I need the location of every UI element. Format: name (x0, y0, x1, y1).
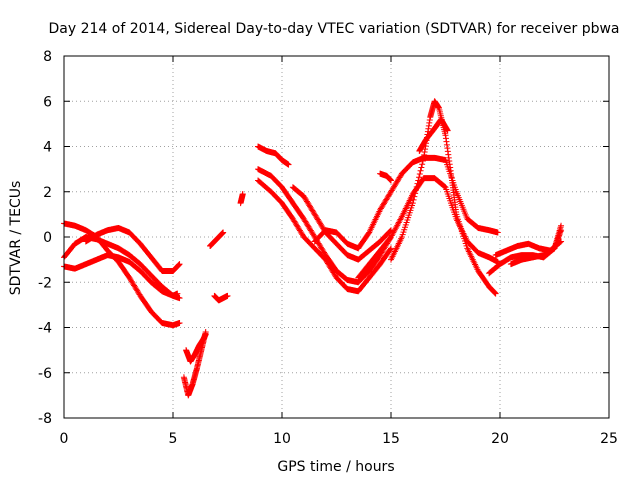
y-tick-label: 6 (43, 94, 52, 110)
data-series-track-q (388, 98, 499, 297)
y-tick-label: 2 (43, 185, 52, 201)
data-point-markers (255, 177, 394, 295)
data-point-markers (61, 252, 181, 299)
data-point-markers (183, 331, 209, 365)
data-series-track-n (311, 154, 501, 252)
y-tick-label: -6 (38, 366, 52, 382)
data-point-markers (388, 98, 499, 297)
y-axis-label: SDTVAR / TECUs (8, 181, 24, 296)
data-series-track-i (237, 191, 246, 207)
data-series-track-u (507, 222, 565, 268)
data-point-markers (416, 116, 451, 155)
x-tick-label: 25 (600, 431, 618, 447)
x-tick-label: 20 (491, 431, 509, 447)
x-tick-label: 10 (273, 431, 291, 447)
data-point-markers (237, 191, 246, 207)
x-axis-label: GPS time / hours (277, 459, 394, 475)
y-tick-label: -4 (38, 321, 52, 337)
x-tick-label: 0 (60, 431, 69, 447)
data-series-track-c (61, 252, 181, 299)
data-point-markers (507, 222, 565, 268)
y-tick-label: -8 (38, 411, 52, 427)
data-series-track-p (377, 170, 394, 184)
x-tick-label: 5 (169, 431, 178, 447)
data-series-track-g (207, 229, 227, 250)
chart-title: Day 214 of 2014, Sidereal Day-to-day VTE… (48, 21, 619, 37)
grid-lines (64, 56, 609, 418)
data-series-track-l (255, 166, 394, 286)
x-tick-label: 15 (382, 431, 400, 447)
data-series-track-k (255, 177, 394, 295)
data-point-markers (207, 229, 227, 250)
data-series-track-d (82, 224, 183, 274)
data-series-track-j (255, 143, 292, 168)
data-point-markers (377, 170, 394, 184)
y-tick-label: -2 (38, 275, 52, 291)
y-tick-label: 4 (43, 140, 52, 156)
y-tick-label: 8 (43, 49, 52, 65)
data-point-markers (82, 224, 183, 274)
data-point-markers (255, 143, 292, 168)
y-tick-label: 0 (43, 230, 52, 246)
data-series-track-f (183, 331, 209, 365)
axis-ticks: 0 5 10 15 20 25 -8 -6 -4 -2 0 2 4 6 8 (38, 49, 618, 447)
data-point-markers (255, 166, 394, 286)
data-series-track-h (211, 292, 231, 304)
data-point-markers (211, 292, 231, 304)
data-series-track-r (416, 116, 451, 155)
data-points (61, 98, 565, 399)
data-point-markers (311, 154, 501, 252)
